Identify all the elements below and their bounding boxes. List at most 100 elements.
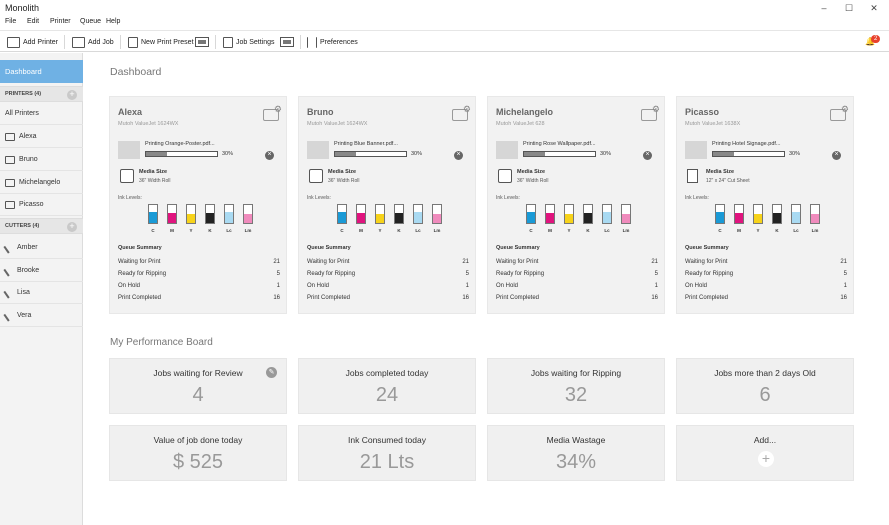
print-progress-percent: 30% (789, 151, 801, 157)
printer-card[interactable]: Alexa Mutoh ValueJet 1624WX Printing Orang… (109, 96, 287, 314)
performance-card[interactable]: Media Wastage 34% (487, 425, 665, 481)
maximize-button[interactable]: ☐ (844, 3, 854, 13)
job-settings-options-icon[interactable] (280, 37, 294, 47)
minimize-button[interactable]: – (821, 3, 827, 13)
add-printer-plus-icon[interactable]: + (67, 90, 77, 100)
performance-card[interactable]: Jobs more than 2 days Old 6 (676, 358, 854, 414)
preset-options-icon[interactable] (195, 37, 209, 47)
ink-tank (583, 204, 593, 224)
queue-row-value: 1 (465, 283, 469, 289)
sidebar-item-amber[interactable]: Amber (0, 237, 83, 259)
printer-card[interactable]: Michelangelo Mutoh ValueJet 628 Printing R… (487, 96, 665, 314)
ink-fill (792, 212, 800, 223)
cutter-icon (3, 264, 15, 277)
media-size-label: Media Size (517, 169, 546, 175)
ink-label: C (340, 228, 344, 233)
ink-tank (621, 204, 631, 224)
printer-settings-icon[interactable] (641, 104, 660, 121)
job-settings-icon (223, 36, 233, 48)
ink-tank (375, 204, 385, 224)
printer-settings-icon[interactable] (263, 104, 282, 121)
add-printer-button[interactable]: Add Printer (7, 35, 58, 49)
cancel-job-icon[interactable]: × (832, 151, 841, 160)
ink-level-0: C (337, 204, 347, 233)
sidebar-item-picasso[interactable]: Picasso (0, 194, 83, 216)
ink-label: Lc (604, 228, 610, 233)
print-progress-fill (335, 152, 357, 156)
printer-model: Mutoh ValueJet 1624WX (118, 121, 179, 127)
printers-section-header: PRINTERS (4) + (0, 86, 83, 102)
queue-row-label: Ready for Ripping (118, 271, 167, 277)
sidebar-item-lisa[interactable]: Lisa (0, 282, 83, 304)
sidebar-item-bruno[interactable]: Bruno (0, 149, 83, 171)
cancel-job-icon[interactable]: × (265, 151, 274, 160)
ink-tank (224, 204, 234, 224)
menu-help[interactable]: Help (106, 18, 121, 25)
ink-label: Y (378, 228, 382, 233)
print-progress-bar (712, 151, 785, 157)
performance-card[interactable]: Jobs waiting for Review 4 ✎ (109, 358, 287, 414)
menu-file[interactable]: File (5, 18, 17, 25)
new-print-preset-button[interactable]: New Print Preset (128, 35, 194, 49)
ink-fill (168, 213, 176, 223)
close-button[interactable]: ✕ (870, 3, 878, 13)
ink-tank (715, 204, 725, 224)
sidebar-item-all-printers[interactable]: All Printers (0, 103, 83, 125)
performance-card[interactable]: Jobs completed today 24 (298, 358, 476, 414)
toolbar-divider (64, 35, 65, 49)
ink-fill (357, 213, 365, 223)
job-settings-button[interactable]: Job Settings (223, 35, 275, 49)
performance-card[interactable]: Value of job done today $ 525 (109, 425, 287, 481)
ink-fill (527, 212, 535, 223)
performance-card-title: Jobs waiting for Review (153, 368, 243, 378)
printer-card[interactable]: Bruno Mutoh ValueJet 1624WX Printing Blue … (298, 96, 476, 314)
ink-tank (148, 204, 158, 224)
performance-card[interactable]: Jobs waiting for Ripping 32 (487, 358, 665, 414)
performance-card[interactable]: Ink Consumed today 21 Lts (298, 425, 476, 481)
printer-card[interactable]: Picasso Mutoh ValueJet 1638X Printing Hote… (676, 96, 854, 314)
menu-edit[interactable]: Edit (27, 18, 40, 25)
notifications-button[interactable]: 🔔 2 (865, 35, 881, 47)
edit-icon[interactable]: ✎ (266, 367, 277, 378)
queue-row-label: Waiting for Print (118, 259, 161, 265)
cutters-section-header: CUTTERS (4) + (0, 218, 83, 234)
ink-level-5: Lm (243, 204, 253, 233)
printer-settings-icon[interactable] (830, 104, 849, 121)
queue-row: Print Completed 16 (307, 295, 469, 301)
ink-fill (149, 212, 157, 223)
ink-level-2: Y (753, 204, 763, 233)
ink-level-4: Lc (413, 204, 423, 233)
sidebar-item-vera[interactable]: Vera (0, 305, 83, 327)
sidebar-item-dashboard[interactable]: Dashboard (0, 60, 83, 83)
preferences-button[interactable]: Preferences (307, 35, 358, 49)
sidebar-item-alexa[interactable]: Alexa (0, 126, 83, 148)
add-job-button[interactable]: Add Job (72, 35, 114, 49)
job-settings-label: Job Settings (236, 38, 275, 46)
print-progress-fill (146, 152, 168, 156)
menu-queue[interactable]: Queue (80, 18, 102, 25)
cancel-job-icon[interactable]: × (643, 151, 652, 160)
menu-printer[interactable]: Printer (50, 18, 71, 25)
queue-row-label: Print Completed (307, 295, 351, 301)
sidebar-item-michelangelo[interactable]: Michelangelo (0, 172, 83, 194)
ink-level-2: Y (375, 204, 385, 233)
cutter-icon (3, 309, 15, 322)
printer-settings-icon[interactable] (452, 104, 471, 121)
ink-label: Lc (226, 228, 232, 233)
ink-tank (205, 204, 215, 224)
cancel-job-icon[interactable]: × (454, 151, 463, 160)
queue-row: Ready for Ripping 5 (118, 271, 280, 277)
add-widget-card[interactable]: Add... + (676, 425, 854, 481)
performance-card-value: 24 (375, 384, 399, 406)
ink-tank (791, 204, 801, 224)
queue-row-label: Ready for Ripping (685, 271, 734, 277)
sidebar-item-brooke[interactable]: Brooke (0, 260, 83, 282)
add-widget-plus-icon[interactable]: + (758, 451, 774, 467)
queue-summary-title: Queue Summary (118, 245, 162, 251)
add-cutter-plus-icon[interactable]: + (67, 222, 77, 232)
media-size-label: Media Size (328, 169, 357, 175)
printing-job-name: Printing Blue Banner.pdf... (334, 141, 398, 147)
queue-row: On Hold 1 (685, 283, 847, 289)
main-content: Dashboard Alexa Mutoh ValueJet 1624WX Prin… (84, 53, 889, 525)
queue-summary-title: Queue Summary (496, 245, 540, 251)
